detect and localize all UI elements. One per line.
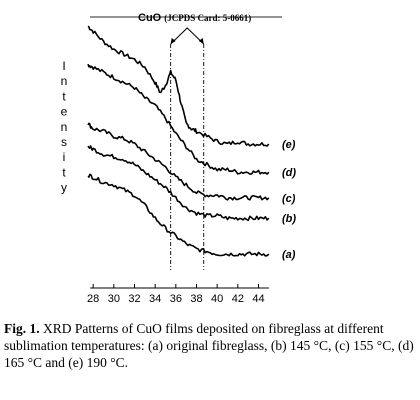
x-tick-label: 44 (252, 293, 264, 305)
reference-label: CuO (JCPDS Card: 5-0661) (138, 12, 251, 24)
x-tick-label: 36 (170, 293, 182, 305)
figure-number: Fig. 1. (4, 321, 40, 336)
x-tick-label: 32 (128, 293, 140, 305)
x-tick-label: 28 (87, 293, 99, 305)
y-label-letter: n (61, 120, 68, 134)
series-label: (d) (282, 167, 296, 179)
reference-arrow (170, 38, 176, 44)
series-line-1 (87, 25, 270, 147)
series-label: (c) (282, 193, 296, 205)
reference-arrow (198, 38, 204, 44)
series-line-4 (87, 145, 270, 222)
reference-bracket (170, 27, 205, 45)
series-label: (b) (282, 213, 296, 225)
y-label-letter: s (61, 135, 67, 149)
series-label: (e) (282, 139, 296, 151)
x-tick-label: 34 (149, 293, 161, 305)
x-tick-label: 30 (108, 293, 120, 305)
x-tick-label: 38 (190, 293, 202, 305)
caption-text: XRD Patterns of CuO films deposited on f… (4, 321, 414, 370)
series-line-3 (87, 122, 270, 201)
series-line-2 (87, 63, 270, 175)
reference-pattern: CuO (JCPDS Card: 5-0661) (90, 12, 282, 270)
x-tick-label: 42 (232, 293, 244, 305)
series-line-5 (87, 173, 270, 257)
x-tick-label: 40 (211, 293, 223, 305)
y-label-letter: I (62, 59, 65, 73)
y-label-letter: n (61, 74, 68, 88)
y-label-letter: i (63, 150, 66, 164)
y-label-letter: e (61, 105, 68, 119)
series-label: (a) (282, 249, 296, 261)
y-label-letter: t (62, 89, 66, 103)
x-axis: 28 30 32 34 36 38 40 42 44 (87, 284, 269, 305)
y-label-letter: t (62, 165, 66, 179)
figure-caption: Fig. 1. XRD Patterns of CuO films deposi… (4, 320, 416, 371)
y-label-letter: y (61, 181, 67, 195)
series-group: (e) (d) (c) (b) (a) (87, 25, 296, 261)
